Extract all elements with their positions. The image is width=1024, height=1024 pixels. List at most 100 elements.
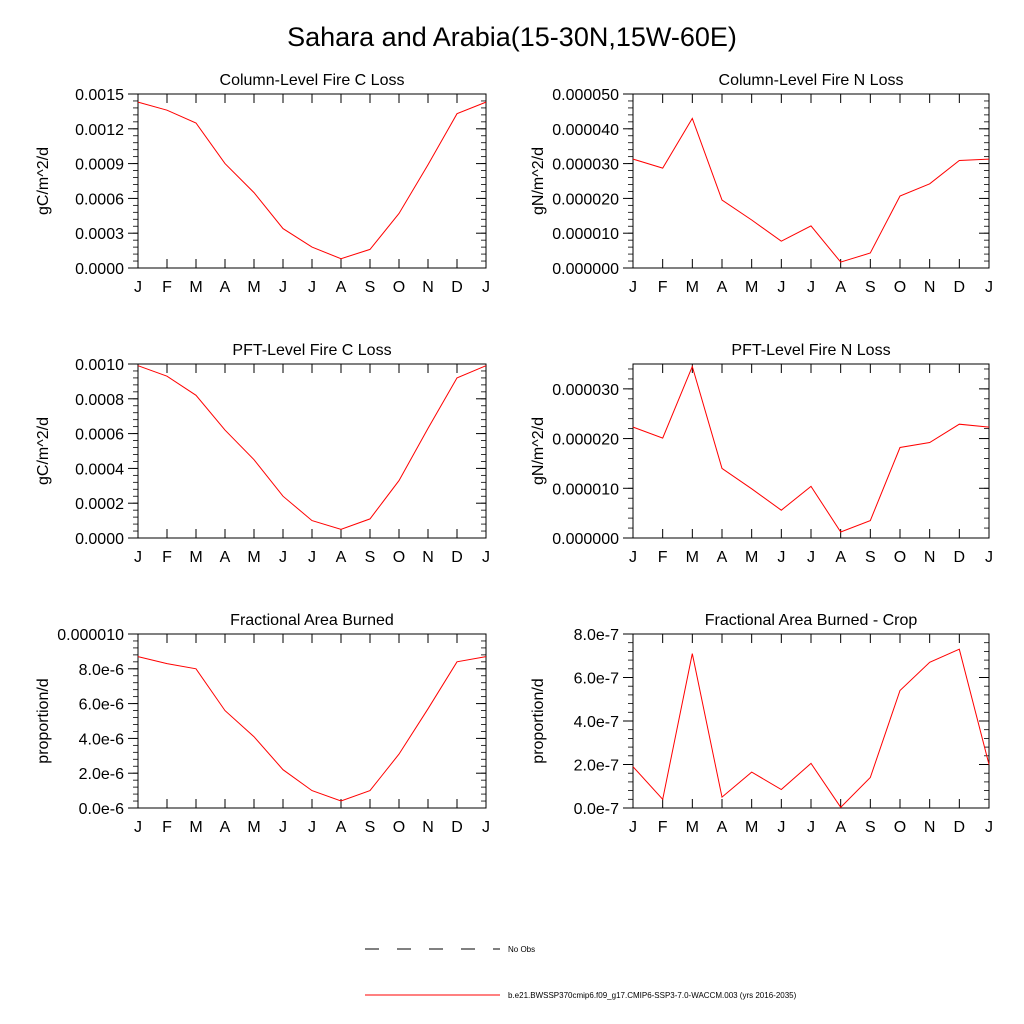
y-axis-label: proportion/d (530, 678, 547, 763)
y-tick-label: 0.0000 (75, 531, 124, 548)
x-tick-label: N (924, 549, 936, 566)
x-tick-label: D (954, 549, 966, 566)
y-tick-label: 0.0002 (75, 496, 124, 513)
x-tick-label: D (451, 279, 463, 296)
x-tick-label: F (658, 819, 668, 836)
x-tick-label: J (279, 819, 287, 836)
x-tick-label: S (365, 549, 376, 566)
x-tick-label: J (807, 549, 815, 566)
x-tick-label: J (134, 549, 142, 566)
y-tick-label: 0.000000 (552, 531, 619, 548)
x-tick-label: J (985, 279, 993, 296)
x-tick-label: J (985, 549, 993, 566)
y-tick-label: 0.0012 (75, 122, 124, 139)
x-tick-label: N (422, 819, 434, 836)
panel-title: Column-Level Fire C Loss (220, 72, 405, 89)
x-tick-label: M (686, 549, 699, 566)
x-tick-label: A (336, 819, 347, 836)
y-tick-label: 2.0e-6 (79, 766, 124, 783)
plot-frame (632, 363, 990, 539)
x-tick-label: S (865, 819, 876, 836)
x-tick-label: J (629, 819, 637, 836)
x-tick-label: N (422, 549, 434, 566)
x-tick-label: S (865, 279, 876, 296)
x-tick-label: O (894, 819, 906, 836)
y-tick-label: 0.0000 (75, 261, 124, 278)
y-tick-label: 4.0e-6 (79, 731, 124, 748)
x-tick-label: S (365, 819, 376, 836)
x-tick-label: J (629, 549, 637, 566)
series-line-1 (632, 117, 990, 263)
x-tick-label: S (865, 549, 876, 566)
x-tick-label: J (279, 549, 287, 566)
x-tick-label: M (745, 819, 758, 836)
x-tick-label: M (745, 549, 758, 566)
y-tick-label: 0.0008 (75, 392, 124, 409)
legend-label-1: No Obs (508, 945, 535, 954)
y-tick-label: 8.0e-6 (79, 662, 124, 679)
x-tick-label: M (745, 279, 758, 296)
y-axis-label: proportion/d (35, 678, 52, 763)
x-tick-label: M (247, 819, 260, 836)
x-tick-label: J (308, 549, 316, 566)
x-tick-label: D (954, 279, 966, 296)
x-tick-label: F (658, 549, 668, 566)
x-tick-label: A (336, 279, 347, 296)
x-tick-label: O (894, 549, 906, 566)
y-tick-label: 0.0010 (75, 357, 124, 374)
x-tick-label: A (835, 819, 846, 836)
y-tick-label: 2.0e-7 (574, 758, 619, 775)
y-tick-label: 0.0006 (75, 191, 124, 208)
x-tick-label: J (134, 819, 142, 836)
x-tick-label: F (162, 549, 172, 566)
x-tick-label: A (220, 819, 231, 836)
y-tick-label: 0.000020 (552, 191, 619, 208)
x-tick-label: J (807, 279, 815, 296)
y-axis-label: gN/m^2/d (530, 147, 547, 215)
x-tick-label: F (162, 279, 172, 296)
x-tick-label: A (717, 819, 728, 836)
x-tick-label: O (894, 279, 906, 296)
legend: No Obs b.e21.BWSSP370cmip6.f09_g17.CMIP6-… (365, 945, 797, 1000)
x-tick-label: A (835, 279, 846, 296)
x-tick-label: J (308, 819, 316, 836)
y-tick-label: 0.0004 (75, 461, 124, 478)
x-tick-label: M (247, 279, 260, 296)
x-tick-label: O (393, 819, 405, 836)
x-tick-label: D (451, 549, 463, 566)
x-tick-label: J (482, 279, 490, 296)
x-tick-label: A (220, 279, 231, 296)
x-tick-label: A (220, 549, 231, 566)
x-tick-label: A (336, 549, 347, 566)
plot-frame (137, 363, 487, 539)
x-tick-label: N (924, 279, 936, 296)
plot-frame (137, 633, 487, 809)
y-tick-label: 6.0e-6 (79, 697, 124, 714)
y-axis-label: gN/m^2/d (530, 417, 547, 485)
x-tick-label: N (422, 279, 434, 296)
y-tick-label: 0.0015 (75, 87, 124, 104)
series-line-1 (137, 101, 487, 260)
x-tick-label: D (954, 819, 966, 836)
x-tick-label: N (924, 819, 936, 836)
y-tick-label: 0.000020 (552, 432, 619, 449)
x-tick-label: F (162, 819, 172, 836)
series-line-1 (632, 648, 990, 809)
panel-title: Fractional Area Burned (230, 612, 394, 629)
y-tick-label: 0.0e-6 (79, 801, 124, 818)
x-tick-label: J (308, 279, 316, 296)
legend-label-2: b.e21.BWSSP370cmip6.f09_g17.CMIP6-SSP3-7… (508, 991, 797, 1000)
y-tick-label: 6.0e-7 (574, 671, 619, 688)
y-tick-label: 0.000000 (552, 261, 619, 278)
chart-panel-6: Fractional Area Burned - Crop proportion/… (530, 612, 993, 836)
x-tick-label: A (717, 549, 728, 566)
x-tick-label: M (189, 549, 202, 566)
series-line-1 (137, 365, 487, 530)
y-tick-label: 0.000030 (552, 382, 619, 399)
x-tick-label: J (807, 819, 815, 836)
panel-title: PFT-Level Fire C Loss (232, 342, 391, 359)
x-tick-label: O (393, 279, 405, 296)
